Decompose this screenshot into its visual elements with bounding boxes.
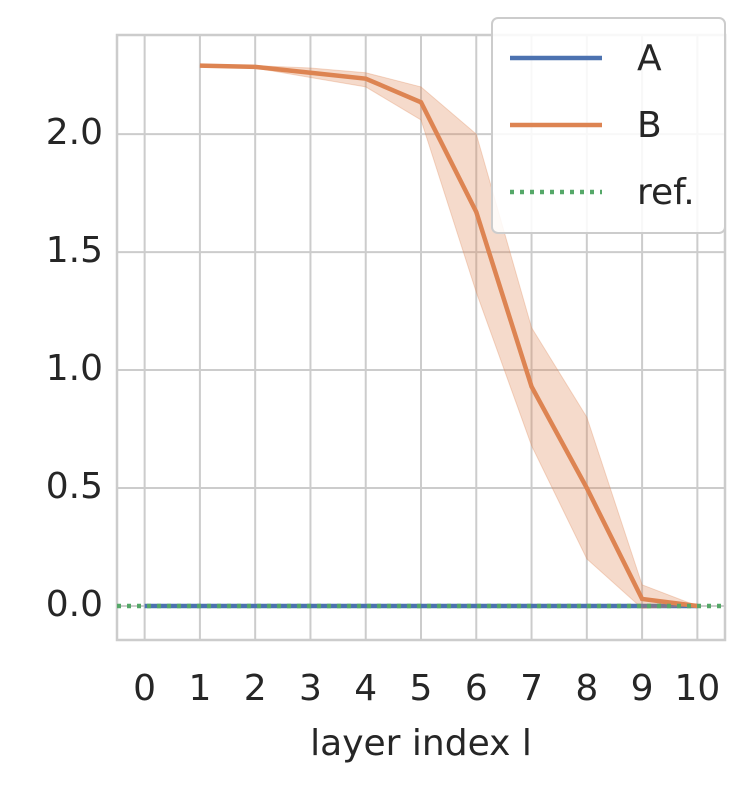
legend-box — [491, 17, 726, 234]
y-tick-label: 0.5 — [46, 466, 103, 507]
x-tick-label: 9 — [631, 668, 654, 709]
x-tick-label: 6 — [465, 668, 488, 709]
series-line — [199, 63, 698, 609]
y-tick-label: 1.0 — [46, 348, 103, 389]
y-tick-label: 1.5 — [46, 230, 103, 271]
x-tick-label: 10 — [674, 668, 720, 709]
x-tick-label: 2 — [244, 668, 267, 709]
y-tick-label: 0.0 — [46, 584, 103, 625]
legend-label: ref. — [637, 172, 695, 213]
x-tick-label: 8 — [575, 668, 598, 709]
x-tick-label: 5 — [410, 668, 433, 709]
x-tick-label: 1 — [188, 668, 211, 709]
x-tick-label: 7 — [520, 668, 543, 709]
x-tick-label: 3 — [299, 668, 322, 709]
x-tick-label: 4 — [354, 668, 377, 709]
legend-label: A — [637, 38, 662, 79]
x-axis-label: layer index l — [310, 723, 532, 764]
y-tick-label: 2.0 — [46, 112, 103, 153]
legend-label: B — [637, 105, 662, 146]
x-tick-label: 0 — [133, 668, 156, 709]
plot-frame — [115, 33, 727, 642]
